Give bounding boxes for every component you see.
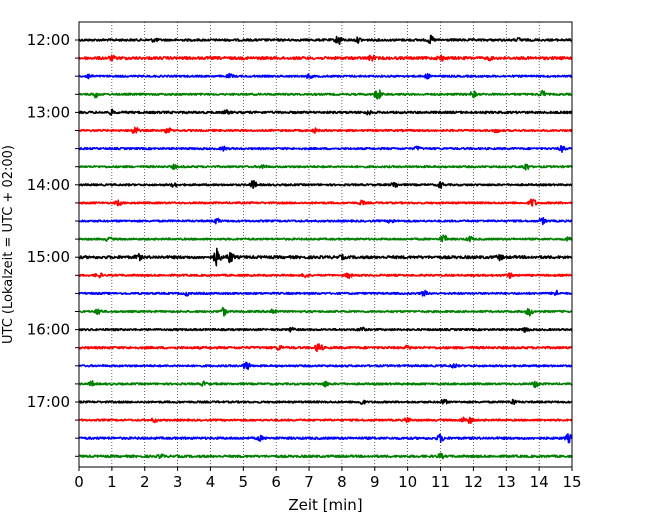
x-tick-label-4: 4 [206,473,216,491]
trace-1300 [78,108,573,116]
trace-1315 [78,126,573,134]
trace-1200 [78,34,573,45]
trace-1545 [78,306,573,317]
x-tick-label-3: 3 [173,473,183,491]
y-tick-label-1300: 13:00 [27,103,70,121]
y-tick-label-1500: 15:00 [27,248,70,266]
plot-frame [78,21,573,468]
trace-1530 [78,289,573,297]
trace-1445 [78,234,573,243]
x-tick-label-13: 13 [497,473,516,491]
x-tick-label-14: 14 [530,473,549,491]
trace-1245 [78,89,573,100]
x-tick-label-10: 10 [398,473,417,491]
trace-1215 [78,54,573,62]
x-tick-label-1: 1 [107,473,117,491]
grid-lines [78,22,573,467]
x-tick-label-15: 15 [562,473,581,491]
traces [78,34,573,460]
x-tick-label-11: 11 [431,473,450,491]
trace-1645 [78,380,573,389]
x-tick-label-0: 0 [74,473,84,491]
x-axis-label: Zeit [min] [288,496,362,514]
trace-1630 [78,361,573,371]
trace-1345 [78,163,573,171]
trace-1745 [78,452,573,460]
x-tick-label-6: 6 [271,473,281,491]
y-tick-label-1600: 16:00 [27,321,70,339]
trace-1400 [78,179,573,190]
x-tick-label-12: 12 [464,473,483,491]
trace-1430 [78,217,573,226]
trace-1500 [78,247,573,267]
trace-1600 [78,326,573,333]
y-tick-label-1700: 17:00 [27,393,70,411]
y-axis-ticks: 12:00 13:00 14:00 15:00 16:00 17:00 [27,31,79,457]
y-axis-label: UTC (Lokalzeit = UTC + 02:00) [1,145,16,344]
axes [78,21,573,468]
y-tick-label-1400: 14:00 [27,176,70,194]
trace-1700 [78,398,573,406]
trace-1515 [78,272,573,280]
trace-1230 [78,72,573,80]
trace-1615 [78,343,573,353]
trace-1730 [78,433,573,444]
x-tick-label-8: 8 [337,473,347,491]
x-tick-label-9: 9 [370,473,380,491]
x-tick-label-5: 5 [239,473,249,491]
trace-1715 [78,416,573,425]
x-tick-label-2: 2 [140,473,150,491]
y-tick-label-1200: 12:00 [27,31,70,49]
trace-1330 [78,145,573,153]
x-tick-label-7: 7 [304,473,314,491]
trace-1415 [78,198,573,207]
x-axis-ticks: 0 1 2 3 4 5 6 7 8 9 10 11 12 13 14 15 [74,467,582,491]
